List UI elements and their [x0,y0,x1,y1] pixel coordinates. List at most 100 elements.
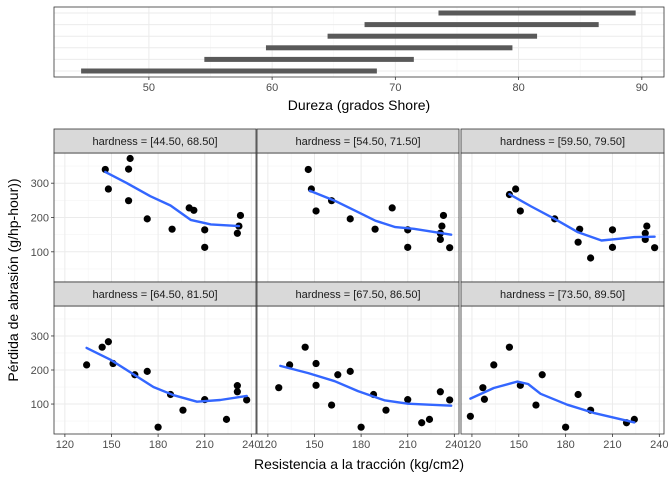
facet-panel: hardness = [54.50, 71.50] [256,128,460,283]
x-tick-label: 180 [352,439,370,451]
data-point [643,222,651,230]
facet-strip [460,128,665,154]
data-point [233,382,241,390]
data-point [154,423,162,431]
facet-strip-label: hardness = [64.50, 81.50] [92,289,217,301]
facet-panel: hardness = [73.50, 89.50] 120 150 180 210 240 [460,281,668,451]
facet-strip-label: hardness = [67.50, 86.50] [295,289,420,301]
top-x-tick-label: 50 [143,82,155,94]
data-point [418,419,426,427]
data-point [334,371,342,379]
data-point [382,406,390,414]
data-point [404,243,412,251]
data-point [538,371,546,379]
data-point [126,154,134,163]
interval-bar [327,33,538,39]
top-x-tick-label: 60 [266,82,278,94]
interval-bar [204,56,414,62]
data-point [104,185,112,193]
data-point [587,254,595,262]
data-point [104,338,112,346]
data-point [436,235,444,244]
data-point [466,412,474,420]
facet-panel: hardness = [44.50, 68.50] 100 200 300 [31,128,257,283]
x-tick-label: 120 [259,439,277,451]
x-tick-label: 150 [102,439,120,451]
loess-smooth-line [104,170,241,228]
facet-strip [256,128,460,154]
x-tick-label: 150 [305,439,323,451]
loess-smooth-line [469,380,636,424]
data-point [101,165,109,174]
given-intervals-panel: 50 60 70 80 90 [53,6,665,94]
top-panel-border [53,6,665,78]
data-point [179,406,187,414]
data-point [124,165,133,173]
x-tick-label: 210 [399,439,417,451]
data-point [201,226,209,234]
top-x-axis-title: Dureza (grados Shore) [288,97,430,113]
data-point [574,238,582,246]
loess-smooth-line [85,346,248,403]
loess-smooth-line [279,364,453,407]
x-tick-label: 210 [603,439,621,451]
x-tick-label: 180 [556,439,574,451]
x-axis-title: Resistencia a la tracción (kg/cm2) [254,456,464,472]
x-tick-label: 240 [242,439,260,451]
interval-bar [364,22,599,28]
data-point [346,215,354,223]
data-point [233,388,241,396]
data-point [608,243,617,251]
data-point [275,384,283,392]
facet-strip-label: hardness = [54.50, 71.50] [295,136,420,148]
top-x-tick-label: 80 [512,82,524,94]
interval-bar [438,10,636,16]
data-point [371,225,379,233]
data-point [357,423,365,431]
loess-smooth-line [508,193,656,242]
data-point [346,367,354,375]
data-point [479,384,487,392]
y-axis-title: Pérdida de abrasión (g/hp-hour)) [5,178,21,381]
data-point [425,415,434,423]
data-point [574,390,582,399]
data-point [185,204,193,212]
data-point [312,359,320,368]
facet-strip [53,281,257,307]
facet-grid: hardness = [44.50, 68.50]100200300hardne… [31,128,668,451]
data-point [222,415,231,423]
data-point [143,367,151,375]
data-point [388,204,396,212]
facet-panel: hardness = [67.50, 86.50] 120 150 180 210 240 [256,281,464,451]
data-point [439,211,448,220]
loess-smooth-line [308,189,453,236]
data-point [651,244,659,252]
data-point [562,423,570,431]
data-point [243,396,251,404]
data-point [312,207,320,215]
facet-strip [53,128,257,154]
interval-bar [265,45,513,51]
data-point [236,211,245,220]
data-point [532,401,540,409]
data-point [327,401,336,409]
data-point [490,361,498,369]
data-point [608,226,617,234]
y-tick-label: 100 [31,247,49,259]
facet-strip-label: hardness = [73.50, 89.50] [500,289,625,301]
facet-panel: hardness = [64.50, 81.50] 100 200 300 120 150… [31,281,261,451]
data-point [98,343,106,351]
y-tick-label: 100 [31,399,49,411]
data-point [446,396,454,404]
top-plot-background [54,7,664,77]
x-tick-label: 120 [56,439,74,451]
data-point [304,165,312,174]
x-tick-label: 210 [196,439,214,451]
data-point [512,185,520,193]
y-tick-label: 300 [31,178,49,190]
facet-strip [256,281,460,307]
y-tick-label: 200 [31,365,49,377]
data-point [446,244,454,252]
x-tick-label: 240 [445,439,463,451]
data-point [505,343,514,351]
